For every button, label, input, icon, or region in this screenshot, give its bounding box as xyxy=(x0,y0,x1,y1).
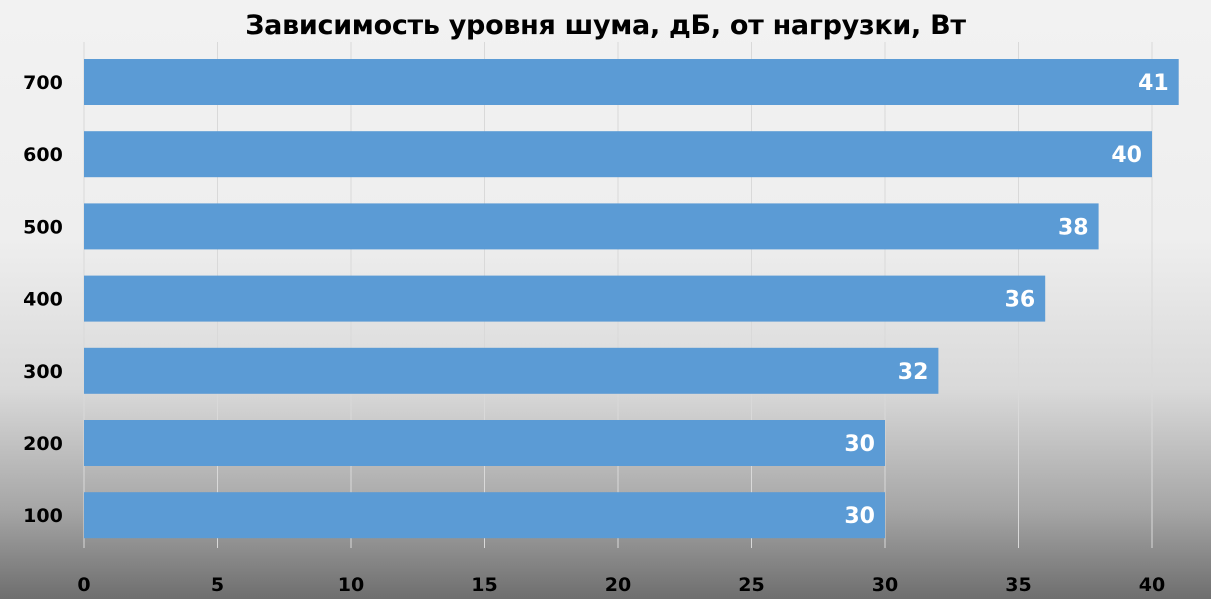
category-axis: 100 200 300 400 500 600 700 xyxy=(23,72,63,527)
category-label-200: 200 xyxy=(23,433,63,455)
x-tick-label: 10 xyxy=(338,574,364,596)
data-label-700: 41 xyxy=(1138,71,1169,96)
category-label-100: 100 xyxy=(23,505,63,527)
bar-100 xyxy=(84,492,885,539)
data-label-400: 36 xyxy=(1005,288,1036,313)
x-tick-label: 20 xyxy=(605,574,631,596)
x-tick-label: 30 xyxy=(872,574,898,596)
data-label-200: 30 xyxy=(844,432,875,457)
bars: 30 30 32 36 38 40 41 xyxy=(84,59,1179,539)
x-tick-label: 25 xyxy=(738,574,764,596)
bar-700 xyxy=(84,59,1179,105)
data-label-600: 40 xyxy=(1111,143,1142,168)
category-label-300: 300 xyxy=(23,361,63,383)
x-tick-label: 40 xyxy=(1139,574,1165,596)
data-label-300: 32 xyxy=(898,360,929,385)
value-axis: 0 5 10 15 20 25 30 35 40 xyxy=(77,574,1165,596)
bar-400 xyxy=(84,275,1046,322)
category-label-400: 400 xyxy=(23,289,63,311)
x-tick-label: 0 xyxy=(77,574,90,596)
bar-600 xyxy=(84,131,1152,178)
chart-title: Зависимость уровня шума, дБ, от нагрузки… xyxy=(245,10,966,41)
category-label-500: 500 xyxy=(23,216,63,238)
data-label-500: 38 xyxy=(1058,215,1089,240)
category-label-600: 600 xyxy=(23,144,63,166)
x-tick-label: 15 xyxy=(471,574,497,596)
x-tick-label: 35 xyxy=(1005,574,1031,596)
bar-200 xyxy=(84,420,885,466)
data-label-100: 30 xyxy=(844,504,875,529)
category-label-700: 700 xyxy=(23,72,63,94)
bar-300 xyxy=(84,347,939,394)
x-tick-label: 5 xyxy=(211,574,224,596)
bar-500 xyxy=(84,203,1099,250)
